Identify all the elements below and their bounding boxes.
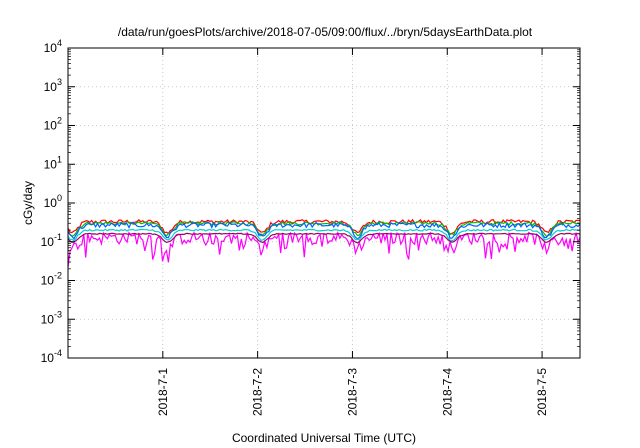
y-tick-label: 10-1 bbox=[41, 232, 62, 249]
series-line bbox=[67, 232, 581, 244]
series-group bbox=[67, 218, 581, 268]
y-tick-label: 100 bbox=[44, 193, 62, 210]
y-tick-label: 10-2 bbox=[41, 271, 62, 288]
series-line bbox=[67, 230, 581, 268]
x-tick-label: 2018-7-4 bbox=[440, 368, 454, 416]
grid bbox=[68, 48, 580, 358]
chart-title: /data/run/goesPlots/archive/2018-07-05/0… bbox=[118, 25, 533, 39]
x-tick-label: 2018-7-3 bbox=[345, 368, 359, 416]
x-tick-label: 2018-7-2 bbox=[251, 368, 265, 416]
series-line bbox=[67, 220, 581, 238]
y-tick-label: 10-4 bbox=[41, 348, 62, 365]
y-tick-label: 10-3 bbox=[41, 309, 62, 326]
ticks: 10-4 10-3 10-2 10-1 100 101 102 103 104 2018-7-1 2… bbox=[41, 38, 580, 416]
series-line bbox=[67, 228, 581, 242]
series-line bbox=[67, 221, 581, 240]
y-tick-label: 102 bbox=[44, 116, 62, 133]
y-axis-label: cGy/day bbox=[21, 181, 35, 225]
x-axis-label: Coordinated Universal Time (UTC) bbox=[232, 431, 416, 445]
y-tick-label: 101 bbox=[44, 154, 62, 171]
x-tick-label: 2018-7-1 bbox=[156, 368, 170, 416]
x-tick-label: 2018-7-5 bbox=[535, 368, 549, 416]
y-tick-label: 103 bbox=[44, 77, 62, 94]
y-tick-label: 104 bbox=[44, 38, 62, 55]
